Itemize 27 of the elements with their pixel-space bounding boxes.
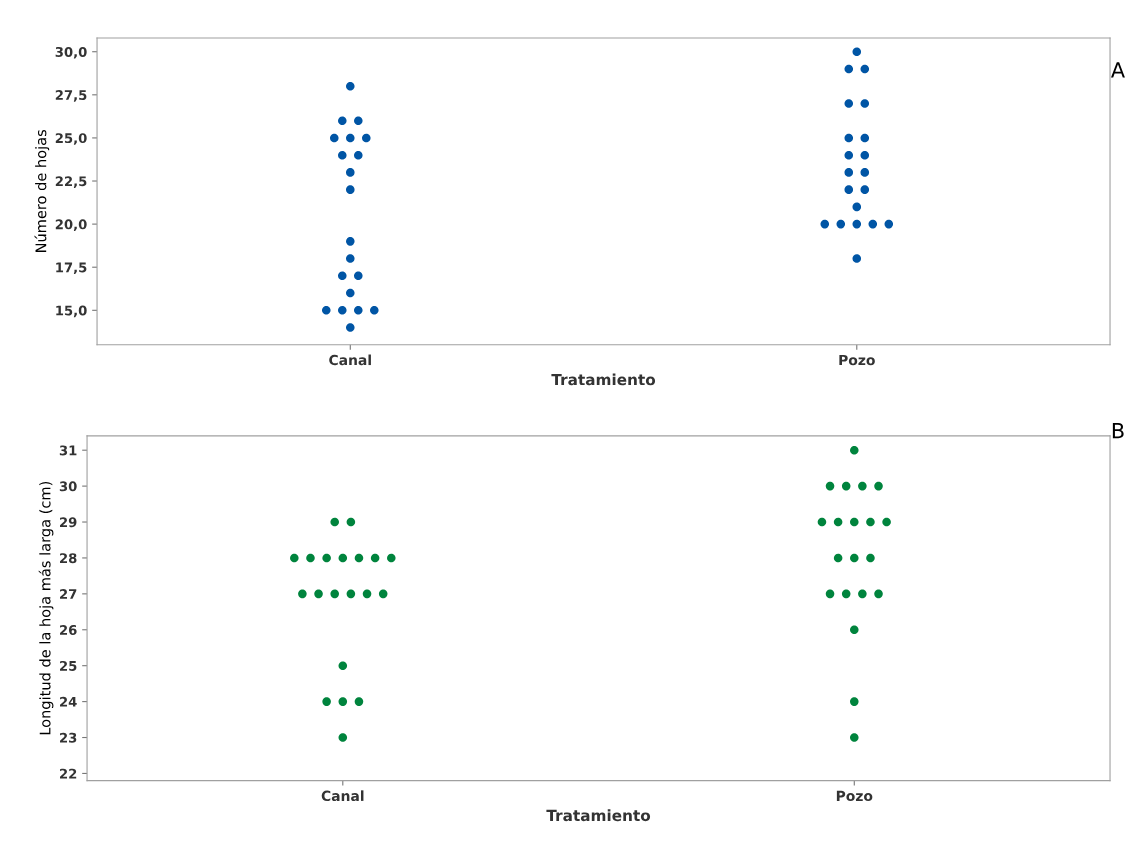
y-tick-label: 29 bbox=[60, 517, 77, 528]
y-axis-title: Longitud de la hoja más larga (cm) bbox=[38, 481, 54, 735]
y-tick-label: 27,5 bbox=[55, 90, 87, 102]
y-tick-label: 30,0 bbox=[55, 46, 87, 59]
y-tick-label: 24 bbox=[60, 696, 77, 707]
y-tick-label: 20,0 bbox=[55, 219, 87, 231]
x-axis-title: Tratamiento bbox=[551, 373, 656, 386]
x-axis-title: Tratamiento bbox=[546, 809, 651, 822]
x-tick-label: Pozo bbox=[839, 354, 875, 366]
y-tick-label: 17,5 bbox=[56, 262, 87, 275]
y-tick-label: 15,0 bbox=[56, 305, 87, 318]
y-tick-label: 22 bbox=[60, 768, 77, 779]
y-tick-label: 31 bbox=[59, 445, 77, 456]
text: B bbox=[1112, 423, 1124, 439]
y-tick-label: 26 bbox=[60, 624, 77, 635]
y-tick-label: 27 bbox=[60, 589, 77, 599]
y-tick-label: 25,0 bbox=[55, 133, 87, 145]
y-axis-title: Número de hojas bbox=[34, 129, 50, 253]
y-tick-label: 22,5 bbox=[55, 176, 87, 188]
y-tick-label: 25 bbox=[60, 660, 77, 671]
y-tick-label: 28 bbox=[60, 553, 77, 564]
x-tick-label: Canal bbox=[321, 790, 364, 802]
x-tick-label: Canal bbox=[329, 354, 371, 366]
x-tick-label: Pozo bbox=[836, 790, 873, 802]
text: A bbox=[1111, 62, 1125, 78]
y-tick-label: 23 bbox=[60, 732, 77, 743]
y-tick-label: 30 bbox=[59, 481, 77, 492]
